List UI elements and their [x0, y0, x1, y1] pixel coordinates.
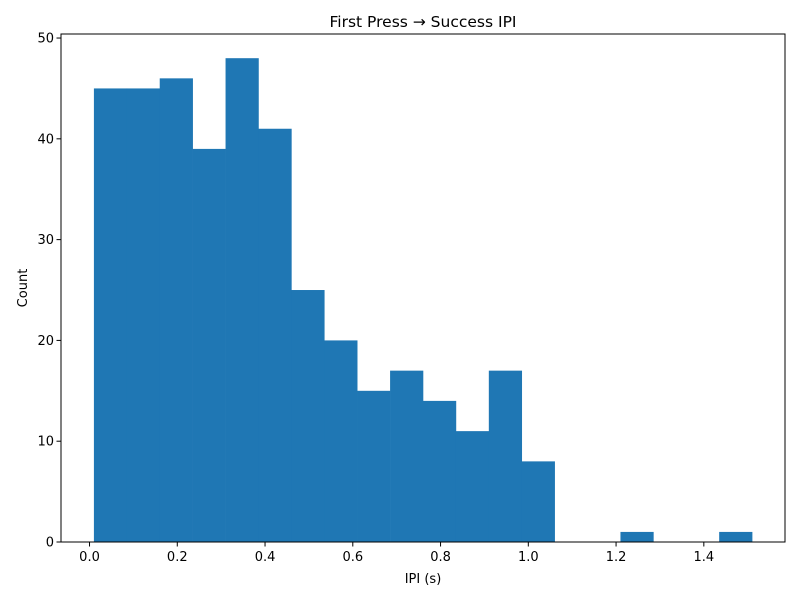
bars-group: [93, 58, 753, 543]
histogram-bar: [521, 461, 555, 542]
histogram-bar: [620, 531, 654, 542]
y-tick-label: 0: [46, 536, 54, 551]
histogram-bar: [324, 340, 358, 542]
plot-frame: [60, 33, 786, 543]
histogram-bar: [93, 88, 128, 543]
x-tick-label: 1.2: [606, 550, 627, 565]
histogram-bar: [423, 400, 457, 542]
x-tick-label: 0.0: [79, 550, 100, 565]
histogram-bar: [719, 531, 753, 542]
y-tick-label: 50: [37, 32, 54, 47]
x-tick-label: 1.4: [693, 550, 714, 565]
y-tick-label: 30: [37, 233, 54, 248]
x-tick-label: 0.2: [167, 550, 188, 565]
histogram-bar: [488, 370, 523, 542]
x-tick-label: 1.0: [518, 550, 539, 565]
y-tick-label: 20: [37, 334, 54, 349]
x-axis-label: IPI (s): [405, 572, 442, 587]
x-axis-ticks: 0.0 0.2 0.4 0.6 0.8 1.0 1.2 1.4: [79, 542, 714, 565]
histogram-bar: [291, 290, 325, 542]
y-tick-label: 10: [37, 435, 54, 450]
histogram-bar: [357, 390, 391, 542]
y-tick-label: 40: [37, 132, 54, 147]
chart-title: First Press → Success IPI: [330, 13, 517, 31]
y-axis-label: Count: [16, 269, 31, 308]
histogram-bar: [126, 88, 161, 543]
y-axis-ticks: 0 10 20 30 40 50: [37, 32, 61, 551]
histogram-bar: [258, 128, 292, 542]
histogram-bar: [390, 370, 424, 542]
x-tick-label: 0.4: [255, 550, 276, 565]
histogram-bar: [225, 58, 259, 542]
x-tick-label: 0.6: [342, 550, 363, 565]
histogram-bar: [192, 148, 226, 542]
x-tick-label: 0.8: [430, 550, 451, 565]
histogram-bar: [159, 78, 193, 542]
histogram-bar: [455, 431, 490, 542]
